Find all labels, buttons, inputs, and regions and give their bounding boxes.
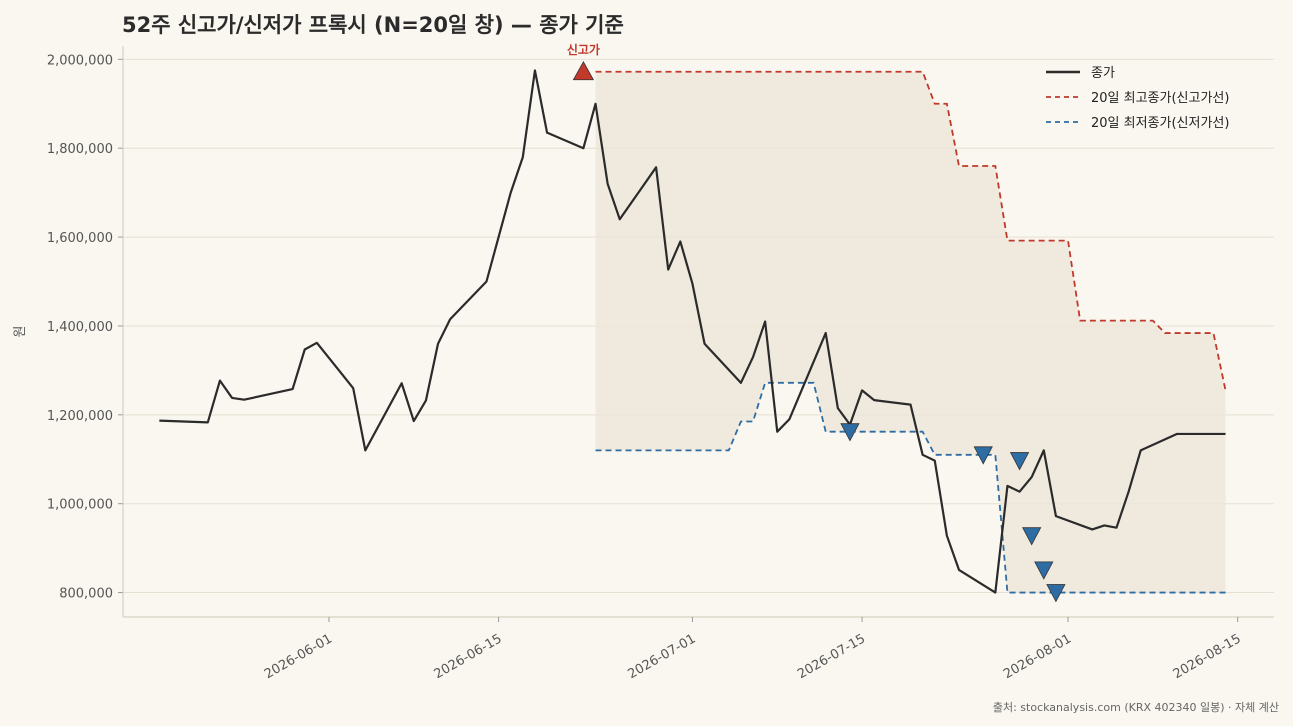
- y-tick-label: 1,000,000: [47, 498, 113, 513]
- series-line-close: [159, 69, 1226, 594]
- new-low-marker: [1046, 584, 1066, 603]
- legend-label: 20일 최저종가(신저가선): [1091, 116, 1229, 131]
- series-line-high: [595, 70, 1227, 391]
- new-low-marker: [1022, 527, 1042, 546]
- x-tick-label: 2026-08-01: [1001, 631, 1074, 682]
- y-tick-label: 2,000,000: [47, 53, 113, 68]
- legend: 종가 20일 최고종가(신고가선) 20일 최저종가(신저가선): [1046, 66, 1229, 131]
- y-tick-label: 1,600,000: [47, 231, 113, 246]
- x-tick-label: 2026-07-15: [795, 631, 868, 682]
- new-high-marker: [572, 60, 595, 81]
- y-tick-label: 800,000: [59, 587, 113, 602]
- x-tick-label: 2026-07-01: [626, 631, 699, 682]
- chart-title: 52주 신고가/신저가 프록시 (N=20일 창) — 종가 기준: [122, 13, 624, 37]
- y-tick-label: 1,800,000: [47, 142, 113, 157]
- source-note: 출처: stockanalysis.com (KRX 402340 일봉) · …: [993, 700, 1279, 714]
- new-low-marker: [840, 423, 860, 442]
- legend-label: 종가: [1091, 66, 1115, 81]
- legend-label: 20일 최고종가(신고가선): [1091, 91, 1229, 106]
- new-low-marker: [973, 446, 993, 465]
- y-axis-label: 원: [13, 326, 28, 338]
- new-high-annotation: 신고가: [567, 42, 600, 57]
- new-low-marker: [1009, 452, 1030, 471]
- x-tick-label: 2026-06-01: [262, 631, 335, 682]
- y-tick-label: 1,400,000: [47, 320, 113, 335]
- x-tick-label: 2026-06-15: [432, 631, 505, 682]
- y-tick-label: 1,200,000: [47, 409, 113, 424]
- x-tick-label: 2026-08-15: [1171, 631, 1244, 682]
- new-low-marker: [1034, 561, 1054, 580]
- series-line-low: [595, 381, 1226, 594]
- high-low-band: [595, 71, 1226, 593]
